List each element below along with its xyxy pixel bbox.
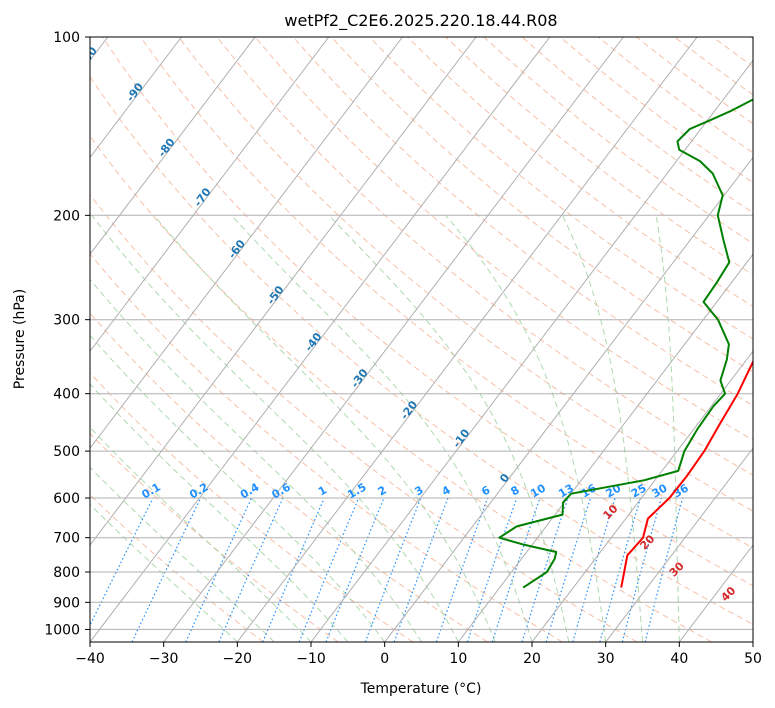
moist-adiabat-line xyxy=(328,214,570,642)
y-tick-label: 400 xyxy=(53,387,80,403)
mixing-ratio-line xyxy=(466,497,518,642)
mixing-ratio-line xyxy=(185,497,253,642)
moist-adiabat-line xyxy=(90,334,386,642)
moist-adiabat-line xyxy=(655,215,680,642)
dry-adiabat-line xyxy=(90,432,339,642)
moist-adiabat-line xyxy=(231,214,533,642)
dry-adiabat-line xyxy=(331,37,753,373)
x-tick-label: −10 xyxy=(296,651,326,667)
isotherm-lines xyxy=(90,37,753,642)
isotherm-line xyxy=(236,37,698,642)
y-tick-label: 200 xyxy=(53,208,80,224)
mixing-ratio-line xyxy=(364,497,422,642)
moist-adiabat-line xyxy=(90,503,238,642)
y-axis-ticks: 100 200 300 400 500 600 700 800 900 1000 xyxy=(44,30,90,638)
mixing-ratio-line xyxy=(262,497,325,642)
mixing-ratio-line xyxy=(393,497,449,642)
isotherm-line xyxy=(90,37,403,450)
mixing-ratio-line xyxy=(491,497,541,642)
y-tick-label: 800 xyxy=(53,565,80,581)
dry-adiabat-line xyxy=(292,37,753,407)
y-tick-label: 100 xyxy=(53,30,80,46)
y-tick-label: 500 xyxy=(53,444,80,460)
mixing-ratio-line xyxy=(298,497,360,642)
mixing-ratio-line xyxy=(621,497,662,642)
plot-frame xyxy=(89,36,754,643)
x-tick-label: 50 xyxy=(744,651,762,667)
chart-title: wetPf2_C2E6.2025.220.18.44.R08 xyxy=(284,11,557,31)
moist-adiabat-line xyxy=(153,214,496,642)
y-tick-label: 700 xyxy=(53,531,80,547)
mixing-ratio-line xyxy=(325,497,385,642)
isotherm-line xyxy=(90,37,477,546)
x-axis-label: Temperature (°C) xyxy=(360,681,482,697)
moist-adiabat-line xyxy=(90,278,422,642)
isotherm-line xyxy=(163,37,624,642)
y-tick-label: 600 xyxy=(53,491,80,507)
dry-adiabat-line xyxy=(90,135,712,642)
x-tick-label: 40 xyxy=(670,651,688,667)
x-axis-ticks: −40 −30 −20 −10 0 10 20 30 40 50 xyxy=(75,642,762,667)
mixing-ratio-line xyxy=(435,497,489,642)
dewpoint-profile-line xyxy=(498,98,753,589)
x-tick-label: 10 xyxy=(449,651,467,667)
x-tick-label: −40 xyxy=(75,651,105,667)
temperature-profile-line xyxy=(620,359,753,588)
dry-adiabat-line xyxy=(254,37,753,441)
mixing-ratio-line xyxy=(545,497,592,642)
mixing-ratio-line xyxy=(599,497,642,642)
moist-adiabats xyxy=(90,214,680,642)
moist-adiabat-line xyxy=(445,214,607,642)
isotherm-line xyxy=(310,59,753,642)
moist-adiabat-line xyxy=(91,214,459,642)
profile-series xyxy=(498,98,753,589)
isotherm-line xyxy=(531,350,753,642)
mixing-ratio-line xyxy=(131,497,202,642)
mixing-ratio-line xyxy=(572,497,616,642)
x-tick-label: −30 xyxy=(149,651,179,667)
dry-adiabat-line xyxy=(216,37,753,476)
dry-adiabat-line xyxy=(90,194,638,642)
x-tick-label: 20 xyxy=(523,651,541,667)
moist-adiabat-line xyxy=(561,215,643,642)
isotherm-line xyxy=(384,156,753,642)
x-tick-label: −20 xyxy=(223,651,253,667)
mixing-ratio-line xyxy=(218,497,284,642)
mixing-ratio-line xyxy=(521,497,569,642)
isotherm-line xyxy=(90,37,182,159)
isotherm-line xyxy=(457,253,753,642)
isotherm-line xyxy=(605,447,753,642)
x-tick-label: 0 xyxy=(380,651,389,667)
moist-adiabat-line xyxy=(90,426,312,642)
y-axis-label: Pressure (hPa) xyxy=(12,289,28,389)
mixing-ratio-line xyxy=(90,497,154,627)
isotherm-line xyxy=(90,37,256,256)
isotherm-line xyxy=(90,37,330,353)
mixing-ratio-lines xyxy=(90,497,684,642)
isotherm-line xyxy=(90,37,551,642)
mixing-ratio-line xyxy=(644,497,684,642)
y-tick-label: 1000 xyxy=(44,622,80,638)
y-tick-label: 900 xyxy=(53,595,80,611)
x-tick-label: 30 xyxy=(597,651,615,667)
y-tick-label: 300 xyxy=(53,313,80,329)
